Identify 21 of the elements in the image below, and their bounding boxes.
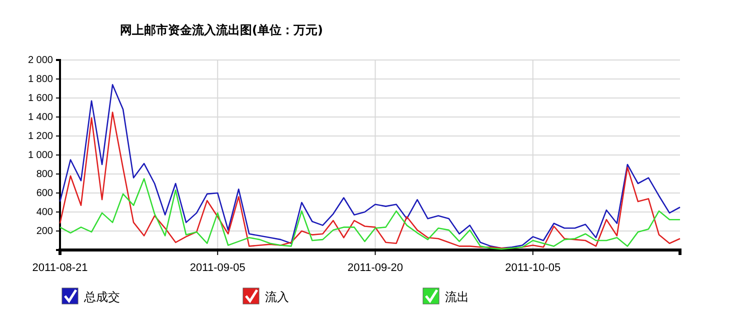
y-tick-label: 800 [36, 169, 54, 180]
x-tick-label: 2011-08-21 [32, 262, 88, 274]
y-tick-label: 1 400 [28, 112, 54, 124]
y-tick-label: 2 000 [28, 55, 54, 66]
x-tick-label: 2011-10-05 [505, 262, 561, 274]
x-tick-label: 2011-09-20 [348, 262, 403, 274]
x-tick-label: 2011-09-05 [190, 262, 246, 274]
y-tick-label: 1 600 [28, 93, 54, 104]
y-tick-label: 1 000 [28, 150, 54, 162]
y-tick-label: 200 [36, 226, 54, 238]
line-series [59, 84, 681, 249]
y-tick-label: 1 800 [28, 74, 54, 86]
chart-title: 网上邮市资金流入流出图(单位：万元) [120, 23, 323, 37]
y-tick-label: 1 200 [28, 131, 54, 142]
line-series [59, 178, 681, 250]
legend-label: 总成交 [83, 290, 120, 304]
legend-label: 流出 [445, 290, 469, 304]
legend-label: 流入 [265, 290, 289, 304]
line-series [59, 112, 681, 249]
y-tick-label: 600 [36, 188, 54, 200]
y-tick-label: 400 [36, 207, 54, 218]
